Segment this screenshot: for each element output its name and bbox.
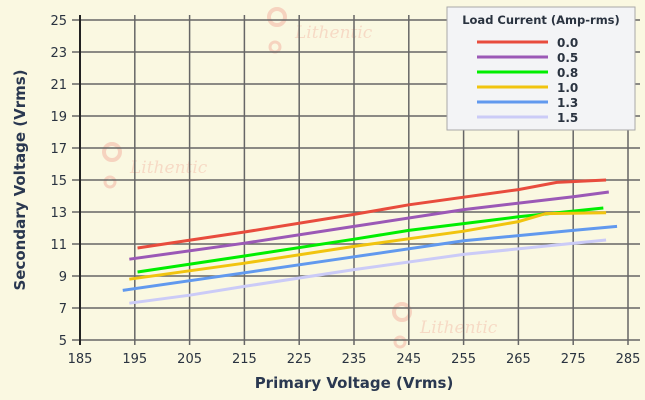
x-tick-label: 195 [122, 352, 147, 367]
watermark-text: Lithentic [294, 23, 373, 43]
watermark-logo-icon [393, 335, 407, 349]
y-tick-label: 19 [50, 110, 67, 125]
x-tick-label: 255 [451, 352, 476, 367]
series-line-1.5 [129, 238, 607, 305]
y-tick-label: 5 [59, 334, 67, 349]
x-tick-label: 205 [177, 352, 202, 367]
x-tick-label: 245 [396, 352, 421, 367]
legend-label: 1.0 [557, 81, 578, 95]
series-line-1.0 [129, 211, 607, 281]
watermark-logo-icon [102, 142, 122, 162]
y-tick-label: 7 [59, 302, 67, 317]
x-tick-label: 185 [68, 352, 93, 367]
y-axis-title: Secondary Voltage (Vrms) [11, 69, 29, 290]
x-tick-label: 265 [506, 352, 531, 367]
y-tick-label: 9 [59, 270, 67, 285]
y-tick-label: 15 [50, 174, 67, 189]
series-lines [122, 178, 618, 305]
watermark-text: Lithentic [419, 318, 498, 338]
watermarks: Lithentic Lithentic Lithentic [102, 7, 498, 349]
x-tick-label: 275 [561, 352, 586, 367]
series-line-0.8 [137, 206, 604, 274]
x-axis-title: Primary Voltage (Vrms) [255, 374, 454, 392]
x-tick-label: 285 [616, 352, 641, 367]
series-line-1.3 [122, 224, 618, 292]
x-tick-labels: 185 195 205 215 225 235 245 255 265 275 285 [68, 352, 641, 367]
legend-box [446, 6, 636, 131]
x-tick-label: 235 [342, 352, 367, 367]
y-tick-label: 21 [50, 78, 67, 93]
legend: Load Current (Amp-rms) 0.00.50.81.01.31.… [446, 6, 636, 131]
watermark-text: Lithentic [129, 158, 208, 178]
y-tick-label: 11 [50, 238, 67, 253]
watermark-logo-icon [392, 302, 412, 322]
y-tick-label: 13 [50, 206, 67, 221]
watermark-logo-icon [267, 7, 287, 27]
legend-label: 0.0 [557, 36, 578, 50]
y-tick-label: 17 [50, 142, 67, 157]
legend-label: 1.3 [557, 96, 578, 110]
series-line-0.0 [137, 178, 607, 250]
x-tick-label: 215 [232, 352, 257, 367]
y-tick-label: 25 [50, 14, 67, 29]
legend-label: 0.8 [557, 66, 578, 80]
legend-label: 1.5 [557, 111, 578, 125]
y-tick-label: 23 [50, 46, 67, 61]
y-tick-labels: 5 7 9 11 13 15 17 19 21 23 25 [50, 14, 67, 349]
watermark-logo-icon [103, 175, 117, 189]
series-line-0.5 [129, 190, 610, 261]
legend-title: Load Current (Amp-rms) [462, 13, 620, 27]
legend-label: 0.5 [557, 51, 578, 65]
x-tick-label: 225 [287, 352, 312, 367]
